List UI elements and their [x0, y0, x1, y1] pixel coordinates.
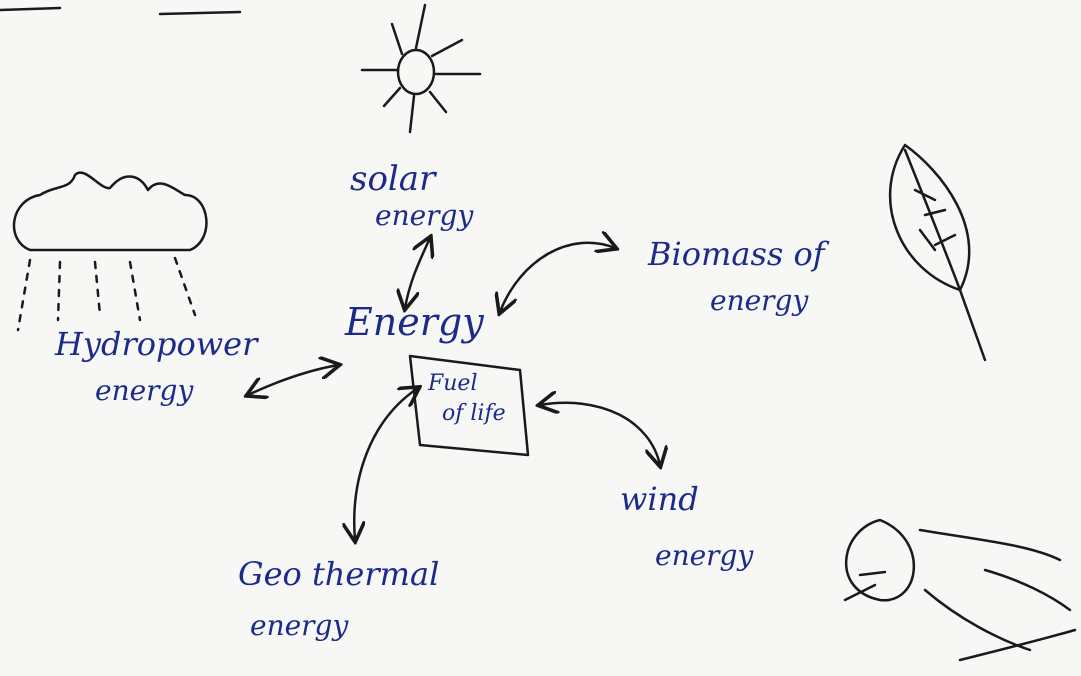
node-line: Hydropower [54, 325, 259, 363]
node-line: energy [655, 539, 754, 572]
node-line: energy [710, 284, 809, 317]
node-line: Biomass of [647, 235, 830, 273]
box-line: Fuel [427, 371, 478, 396]
node-line: energy [250, 609, 349, 642]
box-line: of life [442, 401, 506, 426]
node-line: energy [95, 374, 194, 407]
node-line: solar [350, 159, 437, 199]
node-line: energy [375, 199, 474, 232]
node-line: wind [620, 480, 699, 518]
node-line: Geo thermal [238, 555, 439, 593]
diagram: Energy Fuel of life solar energy Biomass… [0, 0, 1081, 676]
center-label: Energy [344, 300, 484, 344]
